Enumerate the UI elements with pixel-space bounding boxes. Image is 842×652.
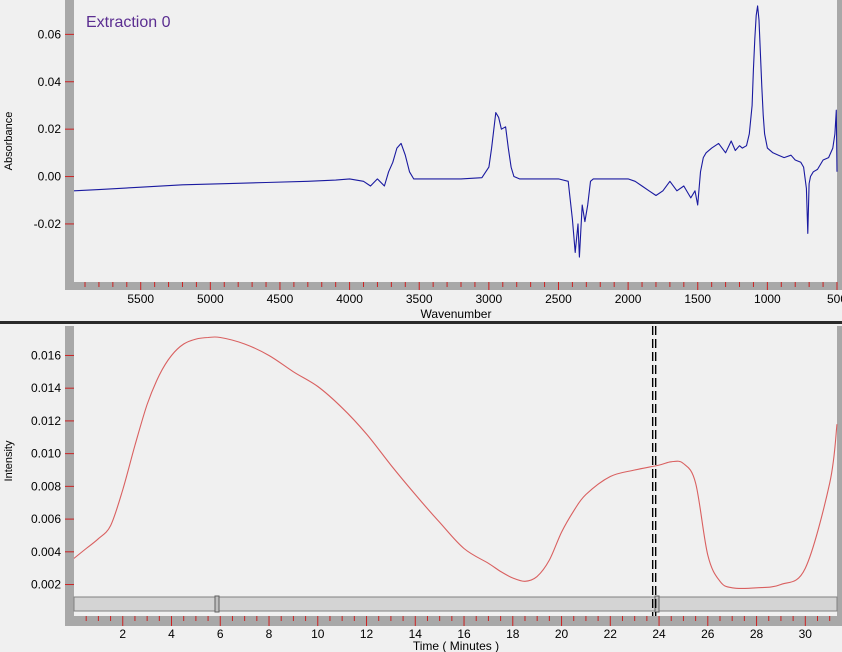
intensity-plot-area: [74, 326, 837, 616]
y-tick-label: 0.04: [38, 75, 62, 89]
y-tick-label: 0.02: [38, 122, 62, 136]
x-tick-label: 28: [750, 627, 764, 641]
absorbance-x-axis: 5500 5000 4500 4000 3500 3000 2500 2000 1500 1000…: [84, 282, 842, 306]
x-tick-label: 4500: [267, 292, 294, 306]
x-tick-label: 8: [266, 627, 273, 641]
y-tick-label: 0.008: [31, 479, 61, 493]
x-tick-label: 24: [652, 627, 666, 641]
absorbance-y-axis: 0.06 0.04 0.02 0.00 -0.02: [34, 27, 74, 231]
y-tick-label: 0.002: [31, 578, 61, 592]
y-tick-label: 0.004: [31, 545, 61, 559]
x-tick-label: 20: [555, 627, 569, 641]
y-tick-label: 0.006: [31, 512, 61, 526]
x-tick-label: 500: [827, 292, 842, 306]
x-tick-label: 3500: [406, 292, 433, 306]
x-tick-label: 2500: [545, 292, 572, 306]
x-tick-label: 3000: [476, 292, 503, 306]
x-tick-label: 12: [360, 627, 374, 641]
time-cursor-line[interactable]: [651, 326, 657, 616]
x-tick-label: 6: [217, 627, 224, 641]
y-tick-label: 0.012: [31, 414, 61, 428]
y-tick-label: 0.016: [31, 348, 61, 362]
x-axis-title-time: Time ( Minutes ): [413, 639, 499, 652]
y-tick-label: 0.06: [38, 27, 62, 41]
absorbance-series-line: [73, 5, 838, 258]
x-tick-label: 14: [409, 627, 423, 641]
x-tick-label: 4000: [336, 292, 363, 306]
x-tick-label: 18: [506, 627, 520, 641]
x-tick-label: 1500: [684, 292, 711, 306]
y-axis-title-absorbance: Absorbance: [3, 112, 15, 171]
x-axis-title-wavenumber: Wavenumber: [421, 307, 492, 321]
y-tick-label: 0.010: [31, 447, 61, 461]
intensity-series-line: [73, 336, 838, 589]
x-tick-label: 2000: [615, 292, 642, 306]
y-axis-title-intensity: Intensity: [3, 440, 15, 481]
x-tick-label: 26: [701, 627, 715, 641]
x-tick-label: 10: [311, 627, 325, 641]
time-range-handle[interactable]: [214, 595, 220, 613]
y-tick-label: 0.014: [31, 381, 61, 395]
x-tick-label: 1000: [754, 292, 781, 306]
intensity-x-axis: 2 4 6 8 10 12 14 16 18 20 22 24 26 28 30: [85, 616, 831, 641]
intensity-y-axis: 0.016 0.014 0.012 0.010 0.008 0.006 0.004 0.002: [31, 348, 74, 592]
x-tick-label: 30: [799, 627, 813, 641]
legend-label: Extraction 0: [86, 14, 171, 31]
absorbance-plot-area: [74, 0, 837, 282]
x-tick-label: 4: [168, 627, 175, 641]
x-tick-label: 2: [119, 627, 126, 641]
x-tick-label: 5500: [127, 292, 154, 306]
x-tick-label: 16: [457, 627, 471, 641]
panel-divider[interactable]: [0, 321, 842, 324]
x-tick-label: 5000: [197, 292, 224, 306]
intensity-panel: 0.016 0.014 0.012 0.010 0.008 0.006 0.004 0.002…: [3, 326, 842, 652]
y-tick-label: 0.00: [38, 170, 62, 184]
absorbance-panel: 0.06 0.04 0.02 0.00 -0.02 5500 5000 4500 4000 35…: [3, 0, 842, 321]
x-tick-label: 22: [604, 627, 618, 641]
time-range-bar[interactable]: [73, 596, 838, 612]
y-tick-label: -0.02: [34, 217, 62, 231]
